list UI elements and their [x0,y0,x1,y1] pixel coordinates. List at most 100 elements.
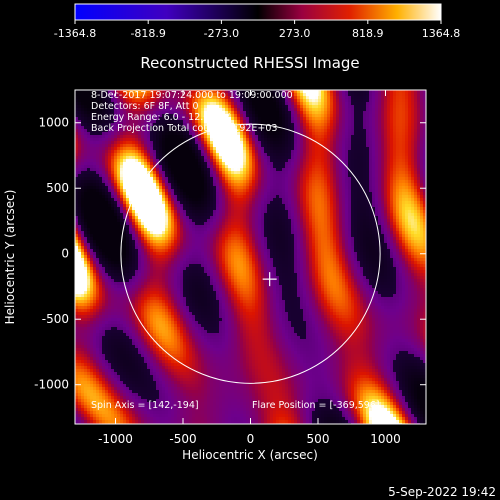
heatmap-cell [168,111,171,114]
heatmap-cell [144,156,147,159]
colorbar-ticks [74,20,442,24]
heatmap-cell [360,210,363,213]
heatmap-cell [276,144,279,147]
heatmap-cell [114,108,117,111]
heatmap-cell [219,165,222,168]
heatmap-cell [252,135,255,138]
heatmap-cell [96,102,99,105]
heatmap-cell [105,120,108,123]
heatmap-cell [291,210,294,213]
heatmap-cell [231,141,234,144]
heatmap-cell [360,93,363,96]
heatmap-cell [405,210,408,213]
heatmap-cell [405,186,408,189]
heatmap-cell [417,210,420,213]
heatmap-cell [162,192,165,195]
heatmap-cell [111,93,114,96]
heatmap-cell [273,168,276,171]
heatmap-cell [231,165,234,168]
heatmap-cell [141,174,144,177]
heatmap-cell [294,198,297,201]
heatmap-cell [159,90,162,93]
heatmap-cell [249,210,252,213]
heatmap-cell [411,102,414,105]
heatmap-cell [258,171,261,174]
heatmap-cell [387,156,390,159]
heatmap-cell [375,177,378,180]
heatmap-cell [396,168,399,171]
heatmap-cell [270,198,273,201]
heatmap-cell [150,216,153,219]
heatmap-cell [276,153,279,156]
heatmap-cell [156,117,159,120]
heatmap-cell [387,174,390,177]
heatmap-cell [105,213,108,216]
heatmap-cell [225,198,228,201]
heatmap-cell [333,165,336,168]
heatmap-cell [168,189,171,192]
heatmap-cell [129,159,132,162]
heatmap-cell [213,153,216,156]
heatmap-cell [339,93,342,96]
heatmap-cell [393,93,396,96]
heatmap-cell [363,204,366,207]
heatmap-cell [408,141,411,144]
heatmap-cell [273,204,276,207]
heatmap-cell [333,177,336,180]
heatmap-cell [255,216,258,219]
heatmap-cell [306,210,309,213]
heatmap-cell [132,150,135,153]
heatmap-cell [225,165,228,168]
heatmap-cell [225,207,228,210]
heatmap-cell [204,204,207,207]
heatmap-cell [318,183,321,186]
heatmap-cell [192,171,195,174]
heatmap-cell [291,162,294,165]
heatmap-cell [387,159,390,162]
heatmap-cell [96,144,99,147]
heatmap-cell [198,198,201,201]
heatmap-cell [123,111,126,114]
heatmap-cell [84,159,87,162]
heatmap-cell [198,150,201,153]
heatmap-cell [240,168,243,171]
heatmap-cell [309,141,312,144]
heatmap-cell [327,213,330,216]
heatmap-cell [267,210,270,213]
heatmap-cell [318,93,321,96]
heatmap-cell [93,96,96,99]
heatmap-cell [240,159,243,162]
heatmap-cell [114,147,117,150]
heatmap-cell [150,189,153,192]
heatmap-cell [150,210,153,213]
heatmap-cell [303,192,306,195]
heatmap-cell [345,120,348,123]
heatmap-cell [204,156,207,159]
heatmap-cell [105,186,108,189]
heatmap-cell [390,114,393,117]
heatmap-cell [249,207,252,210]
heatmap-cell [120,189,123,192]
heatmap-cell [234,210,237,213]
heatmap-cell [216,144,219,147]
heatmap-cell [396,177,399,180]
heatmap-cell [318,120,321,123]
heatmap-cell [381,195,384,198]
heatmap-cell [261,156,264,159]
heatmap-cell [315,90,318,93]
heatmap-cell [222,195,225,198]
heatmap-cell [420,105,423,108]
heatmap-cell [177,165,180,168]
heatmap-cell [405,135,408,138]
heatmap-cell [363,162,366,165]
heatmap-cell [384,186,387,189]
heatmap-cell [273,177,276,180]
heatmap-cell [288,192,291,195]
heatmap-cell [210,123,213,126]
heatmap-cell [174,93,177,96]
heatmap-cell [93,162,96,165]
heatmap-cell [138,213,141,216]
heatmap-cell [312,126,315,129]
heatmap-cell [159,144,162,147]
heatmap-cell [417,180,420,183]
